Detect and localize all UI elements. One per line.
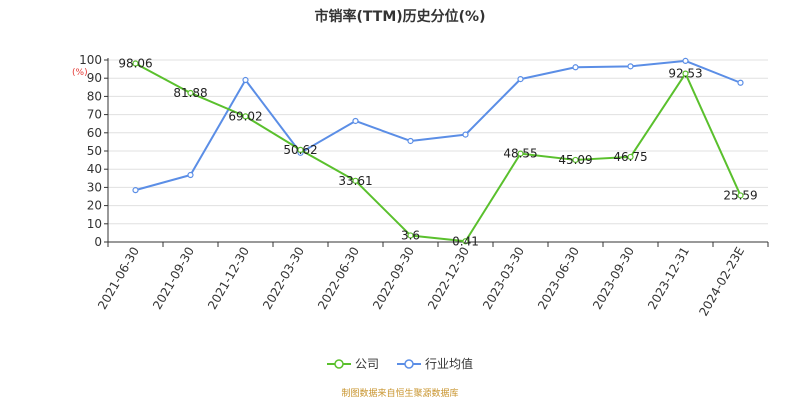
x-tick-label: 2021-06-30 [95,245,142,312]
y-tick-label: 0 [94,235,102,249]
data-point-industry [132,187,139,194]
data-point-company [627,153,634,161]
data-label: 48.55 [503,147,537,161]
data-point-company [462,238,469,245]
data-point-company [297,146,304,153]
x-tick-label: 2021-09-30 [150,245,197,312]
data-point-industry [352,117,359,125]
data-label: 98.06 [118,57,152,71]
data-label: 3.6 [401,228,420,242]
x-tick-label: 2022-03-30 [260,245,307,312]
data-point-industry [682,57,689,65]
y-tick-label: 100 [79,53,102,67]
x-tick-label: 2022-09-30 [370,245,417,312]
x-tick-label: 2021-12-30 [205,245,252,312]
data-label: 0.41 [452,234,479,248]
y-tick-label: 50 [87,144,102,158]
data-point-industry [242,76,249,84]
data-point-company [352,177,359,184]
legend-marker-company [326,358,351,369]
data-point-industry [627,63,634,70]
chart-title: 市销率(TTM)历史分位(%) [314,9,486,25]
y-tick-label: 90 [87,71,102,85]
legend-label-industry: 行业均值 [425,357,474,371]
x-tick-label: 2023-06-30 [535,245,582,312]
data-label: 50.62 [283,143,317,157]
legend-item-industry[interactable]: 行业均值 [397,355,473,372]
data-label: 92.53 [668,67,702,81]
data-point-company [572,156,579,164]
y-tick-label: 30 [87,180,102,194]
data-point-industry [187,171,194,179]
data-label: 45.09 [558,153,592,167]
legend: 公司 行业均值 [0,355,800,372]
data-point-industry [572,64,579,71]
data-point-company [242,113,249,120]
data-point-company [132,60,139,67]
data-point-company [187,89,194,97]
data-label: 81.88 [173,86,207,100]
data-point-industry [517,76,524,83]
legend-label-company: 公司 [354,357,379,371]
data-point-industry [737,79,744,86]
data-point-industry [407,137,414,145]
legend-marker-industry [397,358,421,369]
data-label: 25.59 [723,188,757,202]
series-line-industry [135,59,741,192]
x-tick-label: 2023-12-31 [645,245,692,312]
data-point-company [407,232,414,239]
data-point-company [517,150,524,157]
y-tick-label: 60 [87,126,102,140]
x-tick-label: 2023-03-30 [480,245,527,312]
x-tick-label: 2022-12-30 [425,245,472,312]
data-label: 69.02 [228,109,262,123]
legend-item-company[interactable]: 公司 [326,355,379,372]
data-point-company [737,192,744,199]
data-point-industry [462,131,469,138]
y-tick-label: 10 [87,217,102,231]
data-source-note: 制图数据来自恒生聚源数据库 [341,389,459,399]
x-tick-label: 2022-06-30 [315,245,362,312]
x-tick-label: 2023-09-30 [590,245,637,312]
data-label: 46.75 [613,150,647,164]
data-label: 33.61 [338,174,372,188]
y-tick-label: 80 [87,89,102,103]
data-point-company [682,70,689,77]
series-line-company [135,62,742,243]
y-axis-unit: (%) [72,68,88,78]
y-tick-label: 20 [87,199,102,213]
x-tick-label: 2024-02-23E [696,245,747,319]
y-tick-label: 70 [87,108,102,122]
y-tick-label: 40 [87,162,102,176]
